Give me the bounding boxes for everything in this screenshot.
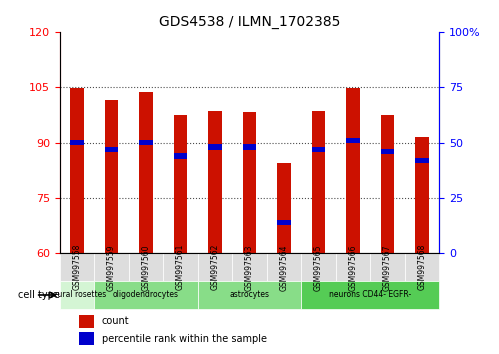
FancyBboxPatch shape bbox=[94, 281, 198, 309]
Bar bbox=[70, 140, 84, 145]
Text: count: count bbox=[102, 316, 129, 326]
Bar bbox=[243, 144, 256, 150]
FancyBboxPatch shape bbox=[198, 281, 301, 309]
FancyBboxPatch shape bbox=[60, 281, 94, 309]
FancyBboxPatch shape bbox=[129, 253, 163, 281]
Bar bbox=[311, 147, 325, 152]
Text: GSM997568: GSM997568 bbox=[417, 244, 426, 291]
Bar bbox=[381, 149, 394, 154]
Text: GSM997563: GSM997563 bbox=[245, 244, 254, 291]
FancyBboxPatch shape bbox=[198, 253, 232, 281]
Bar bbox=[174, 153, 188, 159]
Text: cell type: cell type bbox=[18, 290, 60, 300]
Text: oligodendrocytes: oligodendrocytes bbox=[113, 291, 179, 299]
Bar bbox=[346, 138, 360, 143]
Bar bbox=[346, 88, 360, 253]
Bar bbox=[105, 147, 118, 152]
Bar bbox=[277, 219, 291, 225]
Text: GSM997565: GSM997565 bbox=[314, 244, 323, 291]
Bar bbox=[311, 111, 325, 253]
Bar bbox=[208, 144, 222, 150]
Bar bbox=[277, 163, 291, 253]
Bar bbox=[415, 137, 429, 253]
Bar bbox=[79, 332, 94, 345]
FancyBboxPatch shape bbox=[267, 253, 301, 281]
Text: GSM997561: GSM997561 bbox=[176, 244, 185, 291]
Text: GSM997562: GSM997562 bbox=[211, 244, 220, 291]
Bar bbox=[139, 92, 153, 253]
FancyBboxPatch shape bbox=[336, 253, 370, 281]
Title: GDS4538 / ILMN_1702385: GDS4538 / ILMN_1702385 bbox=[159, 16, 340, 29]
Bar bbox=[415, 158, 429, 163]
FancyBboxPatch shape bbox=[94, 253, 129, 281]
FancyBboxPatch shape bbox=[232, 253, 267, 281]
Bar bbox=[79, 315, 94, 328]
FancyBboxPatch shape bbox=[370, 253, 405, 281]
Bar bbox=[70, 88, 84, 253]
Bar bbox=[105, 100, 118, 253]
Text: GSM997558: GSM997558 bbox=[73, 244, 82, 291]
Bar bbox=[174, 115, 188, 253]
Bar bbox=[243, 112, 256, 253]
Text: GSM997566: GSM997566 bbox=[348, 244, 357, 291]
Bar bbox=[381, 115, 394, 253]
FancyBboxPatch shape bbox=[163, 253, 198, 281]
Bar bbox=[208, 111, 222, 253]
Text: GSM997560: GSM997560 bbox=[142, 244, 151, 291]
Text: GSM997559: GSM997559 bbox=[107, 244, 116, 291]
FancyBboxPatch shape bbox=[301, 281, 439, 309]
Bar bbox=[139, 140, 153, 145]
FancyBboxPatch shape bbox=[405, 253, 439, 281]
FancyBboxPatch shape bbox=[301, 253, 336, 281]
Text: percentile rank within the sample: percentile rank within the sample bbox=[102, 333, 266, 343]
Text: neural rosettes: neural rosettes bbox=[48, 291, 106, 299]
Text: astrocytes: astrocytes bbox=[230, 291, 269, 299]
FancyBboxPatch shape bbox=[60, 253, 94, 281]
Text: GSM997564: GSM997564 bbox=[279, 244, 288, 291]
Text: neurons CD44- EGFR-: neurons CD44- EGFR- bbox=[329, 291, 411, 299]
Text: GSM997567: GSM997567 bbox=[383, 244, 392, 291]
